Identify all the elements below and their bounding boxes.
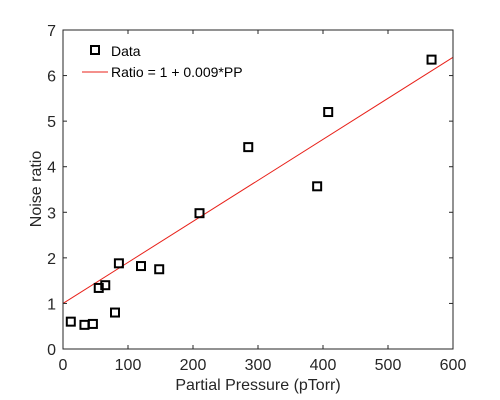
x-axis-label: Partial Pressure (pTorr)	[175, 377, 340, 394]
data-point	[100, 280, 111, 291]
y-tick-label: 6	[47, 69, 56, 86]
ticks: 0 100 200 300 400 500 600 0 1 2 3 4 5 6 7	[47, 23, 466, 374]
x-tick-label: 0	[59, 357, 68, 374]
x-tick-label: 600	[440, 357, 467, 374]
y-tick-label: 2	[47, 251, 56, 268]
legend-label-fit: Ratio = 1 + 0.009*PP	[111, 64, 243, 80]
data-points-layer	[65, 54, 437, 330]
y-axis-label: Noise ratio	[28, 151, 45, 228]
data-point	[87, 318, 98, 329]
data-point	[65, 316, 76, 327]
legend: Data Ratio = 1 + 0.009*PP	[82, 43, 243, 80]
y-tick-label: 0	[47, 342, 56, 359]
y-tick-label: 1	[47, 296, 56, 313]
y-tick-label: 7	[47, 23, 56, 40]
fit-line-layer	[62, 56, 454, 304]
x-tick-label: 100	[115, 357, 142, 374]
data-point	[136, 261, 146, 272]
y-tick-label: 5	[47, 114, 56, 131]
x-tick-label: 400	[310, 357, 337, 374]
data-point	[312, 181, 323, 192]
plot-area	[63, 30, 453, 349]
data-point	[243, 142, 254, 153]
data-point	[113, 258, 124, 269]
x-tick-label: 500	[375, 357, 402, 374]
data-point	[426, 54, 437, 65]
fit-line	[62, 56, 454, 304]
y-tick-label: 4	[47, 160, 56, 177]
data-point	[110, 307, 120, 318]
data-point	[93, 282, 104, 293]
x-tick-label: 200	[180, 357, 207, 374]
y-tick-label: 3	[47, 205, 56, 222]
plot-background	[63, 30, 453, 349]
data-point	[323, 107, 334, 118]
data-point	[154, 264, 165, 275]
data-point	[194, 208, 205, 219]
legend-label-data: Data	[111, 43, 141, 59]
x-tick-label: 300	[245, 357, 272, 374]
legend-marker-data	[90, 45, 100, 55]
